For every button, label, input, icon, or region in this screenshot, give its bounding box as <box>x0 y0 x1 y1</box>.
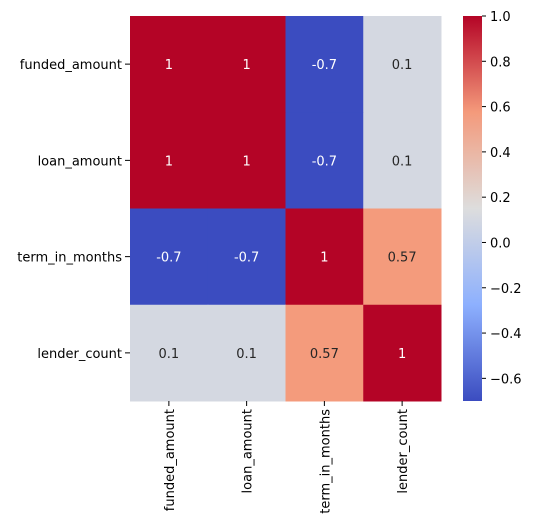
cell-value-label: 1 <box>398 347 406 362</box>
colorbar-tick-label: −0.4 <box>490 327 522 342</box>
colorbar-tick-label: 1.0 <box>490 10 511 25</box>
colorbar-tick-label: −0.2 <box>490 282 522 297</box>
heatmap-cell <box>285 304 364 402</box>
heatmap-cell <box>207 16 286 113</box>
x-tick-label: lender_count <box>396 409 411 494</box>
cell-value-label: 1 <box>165 154 173 169</box>
y-tick-label: loan_amount <box>38 154 122 169</box>
heatmap-cell <box>207 208 286 306</box>
colorbar-tick-label: 0.6 <box>490 101 511 116</box>
cell-value-label: 1 <box>242 58 250 73</box>
cell-value-label: -0.7 <box>312 58 337 73</box>
cell-value-label: 0.1 <box>159 347 180 362</box>
cell-value-label: -0.7 <box>156 251 181 266</box>
cell-value-label: 0.1 <box>392 154 413 169</box>
cell-value-label: 0.57 <box>310 347 339 362</box>
heatmap-cell <box>130 208 209 306</box>
heatmap-cell <box>130 16 209 113</box>
heatmap-cell <box>285 16 364 113</box>
x-axis-ticks: funded_amount loan_amount term_in_months le… <box>163 401 411 514</box>
heatmap-cell <box>130 304 209 402</box>
cell-value-label: -0.7 <box>312 154 337 169</box>
cell-value-label: 1 <box>242 154 250 169</box>
cell-value-label: 0.1 <box>392 58 413 73</box>
cell-value-label: 0.1 <box>236 347 257 362</box>
colorbar-tick-label: −0.6 <box>490 372 522 387</box>
heatmap-cell <box>363 16 442 113</box>
heatmap-cell <box>363 112 442 209</box>
heatmap-cell <box>207 112 286 209</box>
heatmap-cell <box>285 112 364 209</box>
colorbar-tick-label: 0.2 <box>490 191 511 206</box>
y-axis-ticks: funded_amount loan_amount term_in_monthsle… <box>17 58 130 362</box>
x-tick-label: funded_amount <box>163 409 178 511</box>
heatmap-cell <box>130 112 209 209</box>
heatmap-cell <box>285 208 364 306</box>
colorbar-gradient <box>463 16 482 401</box>
colorbar: 1.0 0.8 0.6 0.4 0.2 0.0 −0.2 −0.4 −0.6 <box>463 10 522 401</box>
cell-value-label: 1 <box>320 251 328 266</box>
y-tick-label: funded_amount <box>20 58 122 73</box>
colorbar-tick-label: 0.8 <box>490 55 511 70</box>
x-tick-label: term_in_months <box>318 409 333 514</box>
y-tick-label: lender_count <box>37 347 122 362</box>
y-tick-label: term_in_months <box>17 251 122 266</box>
x-tick-label: loan_amount <box>241 409 256 493</box>
heatmap-cell <box>363 304 442 402</box>
colorbar-tick-label: 0.4 <box>490 146 511 161</box>
cell-value-label: -0.7 <box>234 251 259 266</box>
heatmap-cell <box>363 208 442 306</box>
cell-value-label: 1 <box>165 58 173 73</box>
heatmap-cells: 1 1 -0.7 0.1 1 1 -0.7 0.1 -0.7 -0.7 1 0.57 0.1 0.1 0.5… <box>130 16 442 402</box>
heatmap-cell <box>207 304 286 402</box>
cell-value-label: 0.57 <box>388 251 417 266</box>
colorbar-tick-label: 0.0 <box>490 236 511 251</box>
